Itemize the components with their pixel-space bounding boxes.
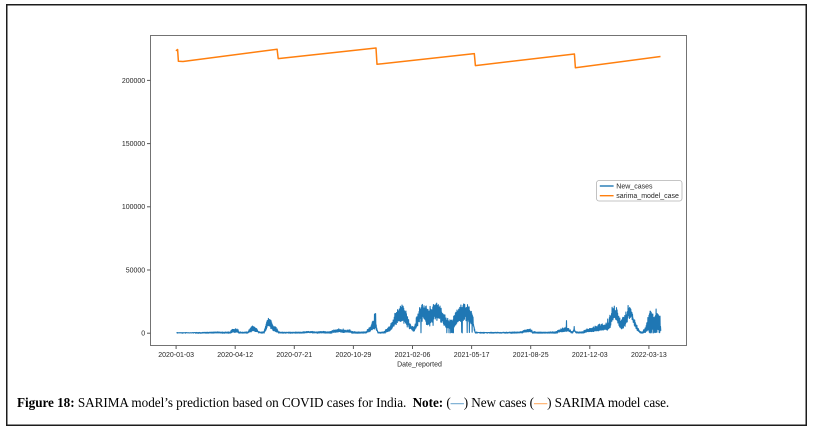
svg-text:New_cases: New_cases <box>616 183 653 190</box>
svg-text:Date_reported: Date_reported <box>397 361 442 368</box>
svg-text:2021-05-17: 2021-05-17 <box>454 352 490 359</box>
svg-text:2020-01-03: 2020-01-03 <box>158 352 194 359</box>
svg-text:50000: 50000 <box>126 267 146 274</box>
svg-text:0: 0 <box>141 331 145 338</box>
svg-text:2020-10-29: 2020-10-29 <box>335 352 371 359</box>
svg-text:2021-12-03: 2021-12-03 <box>572 352 608 359</box>
svg-text:200000: 200000 <box>122 78 145 85</box>
svg-text:2021-08-25: 2021-08-25 <box>513 352 549 359</box>
svg-text:150000: 150000 <box>122 141 145 148</box>
svg-text:2022-03-13: 2022-03-13 <box>631 352 667 359</box>
svg-text:2020-04-12: 2020-04-12 <box>217 352 253 359</box>
svg-text:100000: 100000 <box>122 204 145 211</box>
svg-text:2021-02-06: 2021-02-06 <box>395 352 431 359</box>
svg-text:2020-07-21: 2020-07-21 <box>276 352 312 359</box>
svg-text:sarima_model_case: sarima_model_case <box>616 193 679 200</box>
